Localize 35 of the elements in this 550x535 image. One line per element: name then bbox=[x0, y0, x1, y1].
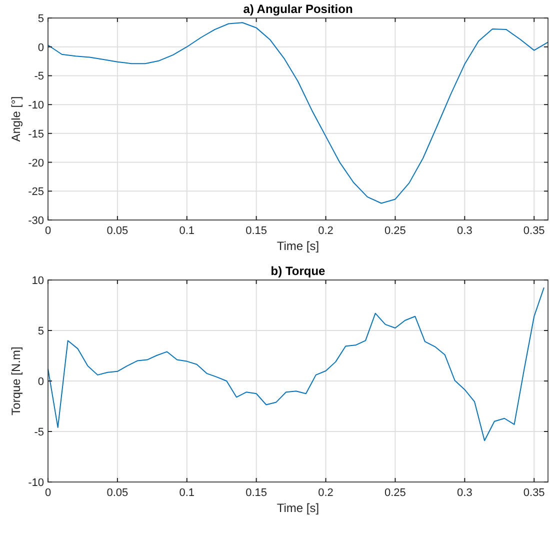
x-tick-label: 0.15 bbox=[246, 225, 268, 237]
line-series bbox=[48, 287, 544, 442]
y-axis-title: Angle [°] bbox=[9, 96, 23, 142]
y-tick-label: -10 bbox=[28, 100, 44, 112]
x-tick-label: 0.2 bbox=[318, 487, 334, 499]
y-tick-label: -20 bbox=[28, 157, 44, 170]
y-tick-label: 10 bbox=[32, 275, 44, 287]
x-axis-title: Time [s] bbox=[276, 501, 320, 515]
y-tick-label: 0 bbox=[38, 42, 44, 54]
y-axis-title: Torque [N.m] bbox=[9, 346, 23, 416]
y-tick-label: 5 bbox=[38, 13, 44, 25]
y-tick-label: -5 bbox=[34, 426, 44, 438]
x-axis-title: Time [s] bbox=[276, 239, 320, 253]
x-tick-label: 0.15 bbox=[246, 487, 268, 499]
x-tick-label: 0.1 bbox=[179, 487, 195, 499]
x-tick-label: 0.35 bbox=[523, 225, 545, 237]
y-tick-label: -15 bbox=[28, 128, 44, 140]
chart-title: a) Angular Position bbox=[243, 2, 353, 16]
x-tick-label: 0.35 bbox=[523, 487, 545, 499]
x-tick-label: 0.25 bbox=[384, 487, 406, 499]
x-tick-label: 0.25 bbox=[384, 225, 406, 237]
chart-title: b) Torque bbox=[270, 264, 326, 278]
y-tick-label: -30 bbox=[28, 215, 44, 227]
x-tick-label: 0.2 bbox=[318, 225, 334, 237]
y-tick-label: -25 bbox=[28, 186, 44, 198]
line-series bbox=[48, 22, 548, 204]
y-tick-label: -5 bbox=[34, 70, 44, 83]
x-tick-label: 0.05 bbox=[106, 225, 128, 237]
x-tick-label: 0.1 bbox=[179, 225, 195, 237]
y-tick-label: -10 bbox=[28, 477, 44, 489]
x-tick-label: 0.05 bbox=[106, 487, 128, 499]
x-tick-label: 0.3 bbox=[457, 487, 472, 499]
y-tick-label: 0 bbox=[38, 376, 44, 388]
x-tick-label: 0.3 bbox=[457, 225, 472, 237]
y-tick-label: 5 bbox=[38, 326, 44, 338]
